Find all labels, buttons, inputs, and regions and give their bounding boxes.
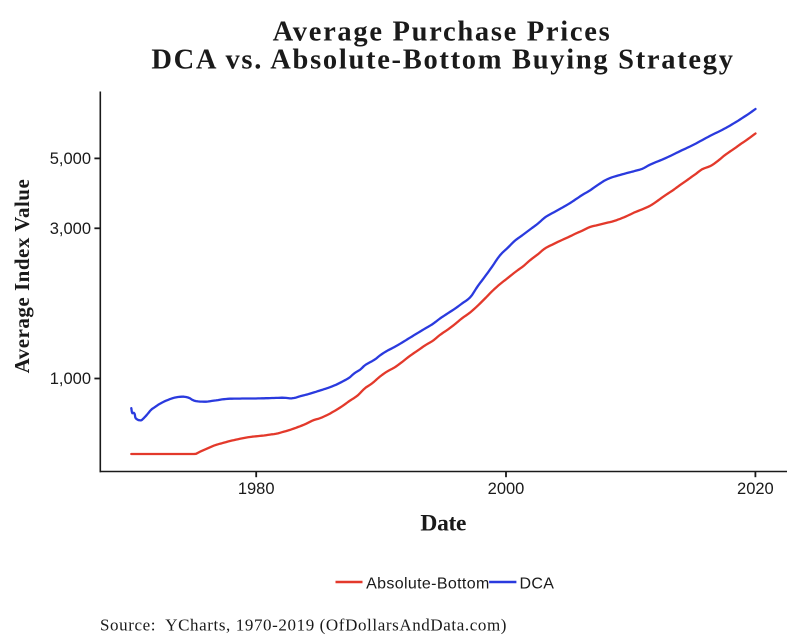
svg-text:Date: Date — [420, 510, 466, 536]
svg-text:Average Index Value: Average Index Value — [10, 179, 34, 374]
svg-text:2000: 2000 — [488, 480, 525, 498]
svg-text:DCA: DCA — [520, 575, 555, 592]
svg-text:Source: YCharts, 1970-2019 (O: Source: YCharts, 1970-2019 (OfDollarsAnd… — [100, 616, 507, 635]
svg-text:DCA vs. Absolute-Bottom Buying: DCA vs. Absolute-Bottom Buying Strategy — [151, 45, 734, 76]
svg-text:Absolute-Bottom: Absolute-Bottom — [366, 575, 490, 592]
svg-text:2020: 2020 — [737, 480, 774, 498]
svg-text:5,000: 5,000 — [50, 150, 91, 168]
svg-text:Average Purchase Prices: Average Purchase Prices — [273, 17, 612, 48]
svg-text:1,000: 1,000 — [50, 370, 91, 388]
svg-text:3,000: 3,000 — [50, 220, 91, 238]
svg-text:1980: 1980 — [238, 480, 275, 498]
